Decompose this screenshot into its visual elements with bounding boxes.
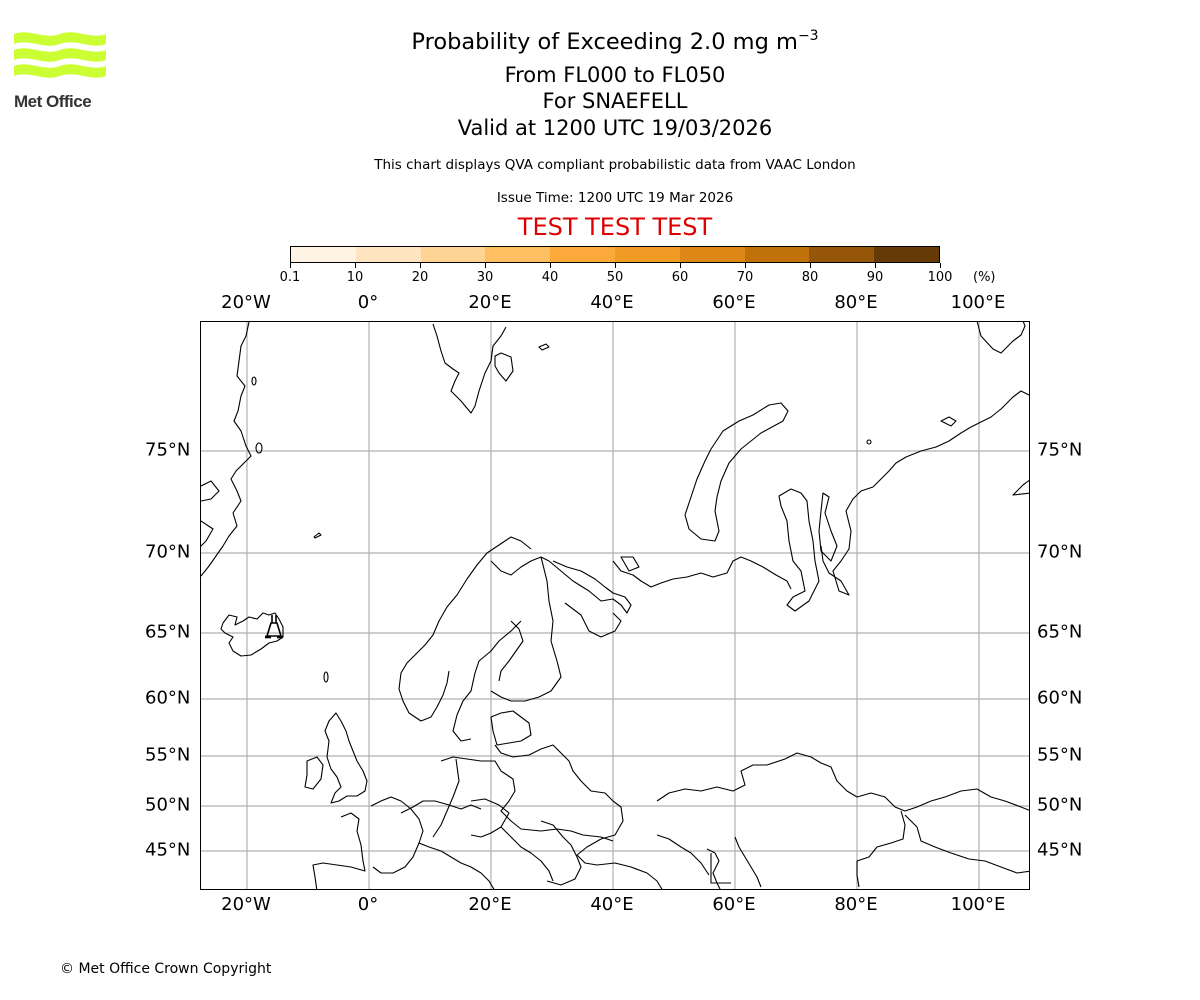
latitude-label: 65°N — [1037, 621, 1083, 643]
colorbar-tick-label: 50 — [606, 270, 624, 285]
colorbar — [290, 246, 940, 263]
latitude-label: 75°N — [1037, 439, 1083, 461]
colorbar-tick-label: 0.1 — [279, 270, 301, 285]
volcano-name: For SNAEFELL — [542, 89, 688, 113]
longitude-label: 20°E — [468, 894, 512, 915]
met-office-logo: Met Office — [14, 30, 106, 112]
colorbar-tick-mark — [355, 263, 356, 268]
copyright-notice: © Met Office Crown Copyright — [60, 961, 272, 977]
colorbar-tick-mark — [745, 263, 746, 268]
colorbar-segment — [485, 247, 551, 262]
wave-logo-icon — [14, 32, 106, 78]
latitude-label: 60°N — [145, 687, 191, 709]
colorbar-tick-mark — [940, 263, 941, 268]
latitude-label: 45°N — [145, 839, 191, 861]
volcano-marker-icon — [265, 615, 283, 639]
colorbar-tick-label: 70 — [736, 270, 754, 285]
colorbar-tick-mark — [875, 263, 876, 268]
latitude-label: 65°N — [145, 621, 191, 643]
latitude-label: 75°N — [145, 439, 191, 461]
longitude-label: 60°E — [712, 894, 756, 915]
colorbar-segment — [744, 247, 810, 262]
colorbar-segment — [355, 247, 421, 262]
valid-time: Valid at 1200 UTC 19/03/2026 — [457, 116, 773, 140]
colorbar-tick-label: 100 — [927, 270, 953, 285]
colorbar-tick-mark — [550, 263, 551, 268]
title-superscript: −3 — [797, 28, 819, 44]
colorbar-tick-label: 10 — [346, 270, 364, 285]
latitude-label: 70°N — [1037, 541, 1083, 563]
colorbar-segment — [420, 247, 486, 262]
colorbar-segment — [614, 247, 680, 262]
longitude-label: 100°E — [950, 292, 1006, 313]
colorbar-tick-label: 90 — [866, 270, 884, 285]
latitude-label: 70°N — [145, 541, 191, 563]
longitude-label: 40°E — [590, 894, 634, 915]
flight-levels: From FL000 to FL050 — [504, 63, 726, 87]
colorbar-unit: (%) — [973, 270, 996, 285]
colorbar-tick-label: 20 — [411, 270, 429, 285]
colorbar-tick-mark — [680, 263, 681, 268]
longitude-label: 100°E — [950, 894, 1006, 915]
latitude-label: 55°N — [145, 744, 191, 766]
logo-text: Met Office — [14, 92, 92, 111]
longitude-label: 0° — [357, 292, 379, 313]
chart-title: Probability of Exceeding 2.0 mg m−3 — [0, 28, 1200, 55]
colorbar-segment — [809, 247, 875, 262]
gridlines — [201, 322, 1029, 889]
colorbar-tick-label: 60 — [671, 270, 689, 285]
issue-time: Issue Time: 1200 UTC 19 Mar 2026 — [496, 190, 734, 206]
longitude-label: 80°E — [834, 292, 878, 313]
colorbar-tick-mark — [485, 263, 486, 268]
longitude-label: 80°E — [834, 894, 878, 915]
longitude-label: 60°E — [712, 292, 756, 313]
colorbar-segment — [291, 247, 356, 262]
coastlines — [201, 322, 1029, 889]
latitude-label: 50°N — [145, 794, 191, 816]
longitude-label: 20°W — [221, 292, 271, 313]
map-area[interactable] — [200, 321, 1030, 890]
longitude-label: 0° — [357, 894, 379, 915]
map-svg — [201, 322, 1029, 889]
latitude-label: 55°N — [1037, 744, 1083, 766]
test-banner: TEST TEST TEST — [517, 213, 713, 241]
colorbar-segment — [874, 247, 939, 262]
colorbar-segment — [679, 247, 745, 262]
chart-description: This chart displays QVA compliant probab… — [374, 157, 856, 173]
colorbar-tick-label: 80 — [801, 270, 819, 285]
longitude-label: 20°W — [221, 894, 271, 915]
latitude-label: 50°N — [1037, 794, 1083, 816]
colorbar-tick-mark — [615, 263, 616, 268]
colorbar-tick-mark — [290, 263, 291, 268]
title-text: Probability of Exceeding 2.0 mg m — [411, 29, 798, 55]
colorbar-tick-mark — [420, 263, 421, 268]
colorbar-tick-label: 30 — [476, 270, 494, 285]
longitude-label: 20°E — [468, 292, 512, 313]
latitude-label: 45°N — [1037, 839, 1083, 861]
colorbar-segment — [550, 247, 615, 262]
colorbar-tick-mark — [810, 263, 811, 268]
colorbar-tick-label: 40 — [541, 270, 559, 285]
latitude-label: 60°N — [1037, 687, 1083, 709]
longitude-label: 40°E — [590, 292, 634, 313]
